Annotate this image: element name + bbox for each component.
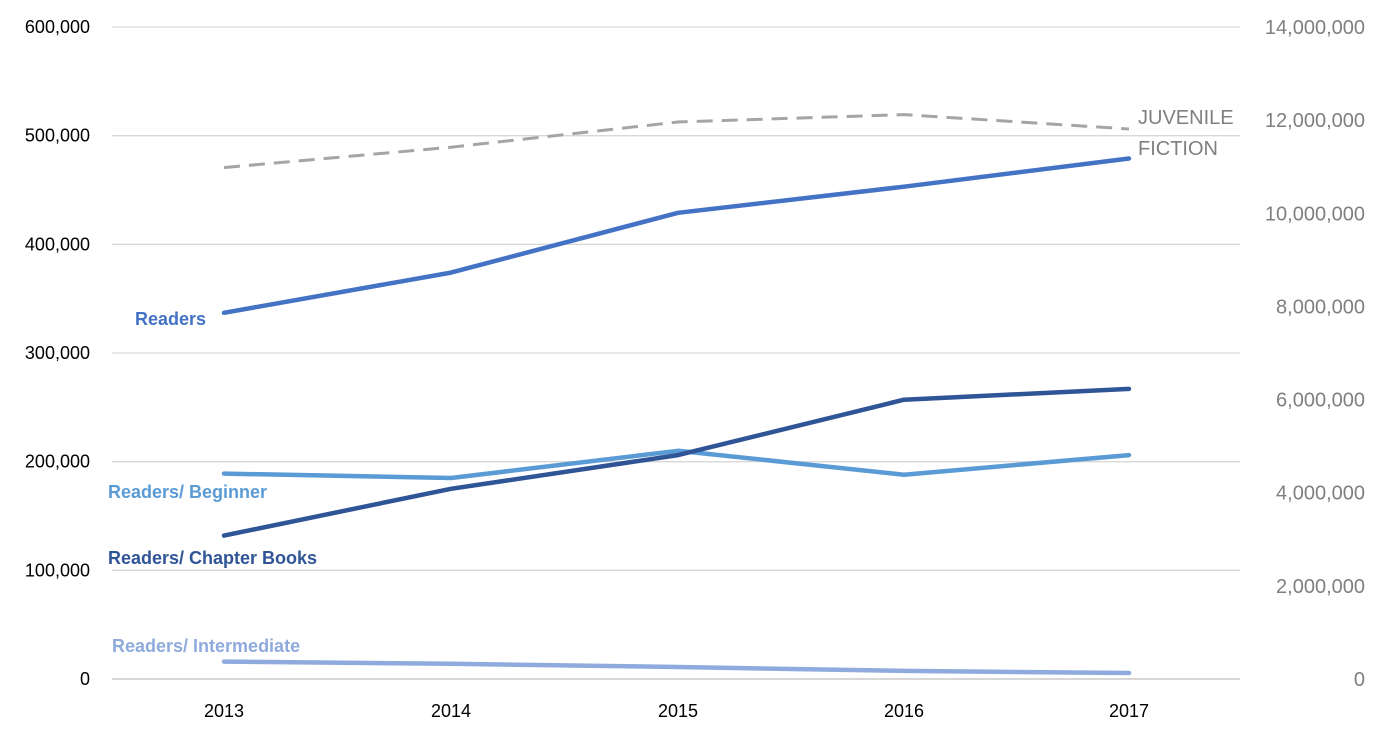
series-line-0 [221, 156, 1132, 316]
label-readers-intermediate: Readers/ Intermediate [112, 636, 300, 656]
series-line-2 [221, 386, 1132, 538]
x-axis-ticks: 2013 2014 2015 2016 2017 [204, 701, 1149, 721]
series-lines [221, 113, 1132, 676]
right-tick-label: 6,000,000 [1276, 390, 1365, 412]
series-line-4 [223, 113, 1130, 170]
right-tick-label: 8,000,000 [1276, 296, 1365, 318]
right-tick-label: 2,000,000 [1276, 576, 1365, 598]
gridlines [112, 26, 1240, 680]
series-line-1 [221, 448, 1132, 481]
left-tick-label: 200,000 [25, 452, 90, 472]
label-juvenile-fiction-line1: JUVENILE [1138, 107, 1234, 129]
x-tick-label: 2013 [204, 701, 244, 721]
left-tick-label: 0 [80, 669, 90, 689]
left-tick-label: 500,000 [25, 126, 90, 146]
label-juvenile-fiction-line2: FICTION [1138, 138, 1218, 160]
x-tick-label: 2014 [431, 701, 471, 721]
right-tick-label: 12,000,000 [1265, 110, 1365, 132]
x-tick-label: 2016 [884, 701, 924, 721]
label-readers: Readers [135, 309, 206, 329]
left-tick-label: 400,000 [25, 234, 90, 254]
right-tick-label: 0 [1354, 669, 1365, 691]
label-readers-chapter-books: Readers/ Chapter Books [108, 548, 317, 568]
right-tick-label: 4,000,000 [1276, 483, 1365, 505]
x-tick-label: 2015 [658, 701, 698, 721]
label-readers-beginner: Readers/ Beginner [108, 482, 267, 502]
left-tick-label: 600,000 [25, 17, 90, 37]
right-axis-ticks: 0 2,000,000 4,000,000 6,000,000 8,000,000 10,… [1265, 17, 1365, 691]
right-tick-label: 14,000,000 [1265, 17, 1365, 39]
left-tick-label: 100,000 [25, 560, 90, 580]
left-tick-label: 300,000 [25, 343, 90, 363]
left-axis-ticks: 0 100,000 200,000 300,000 400,000 500,000 600,… [25, 17, 90, 689]
series-line-3 [221, 659, 1132, 676]
right-tick-label: 10,000,000 [1265, 203, 1365, 225]
x-tick-label: 2017 [1109, 701, 1149, 721]
